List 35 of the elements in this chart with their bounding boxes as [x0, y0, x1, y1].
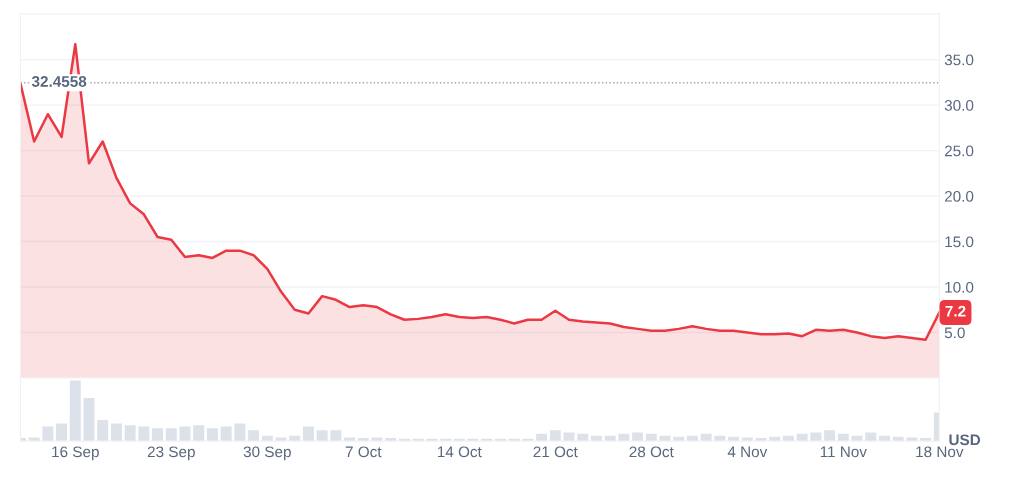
- y-tick-label: 25.0: [944, 145, 974, 157]
- x-tick-label: 7 Oct: [345, 446, 382, 458]
- bar: [330, 430, 342, 442]
- bar: [206, 428, 218, 442]
- x-tick-label: 21 Oct: [533, 446, 578, 458]
- y-tick-label: 15.0: [945, 236, 974, 248]
- x-tick-label: 23 Sep: [147, 446, 195, 461]
- annotation: 7.2: [945, 305, 966, 317]
- bar: [56, 423, 68, 442]
- bar: [124, 425, 136, 442]
- x-tick-label: 4 Nov: [727, 446, 768, 458]
- bar: [152, 428, 164, 442]
- bar: [549, 430, 561, 442]
- text: USD: [949, 434, 981, 446]
- y-tick-label: 10.0: [945, 281, 974, 293]
- x-tick-label: 28 Oct: [629, 446, 674, 458]
- x-tick-label: 14 Oct: [437, 446, 482, 458]
- bar: [97, 419, 109, 442]
- x-tick-label: 16 Sep: [52, 446, 99, 461]
- bar: [193, 425, 205, 442]
- bar: [248, 430, 260, 442]
- x-tick-label: 30 Sep: [243, 446, 291, 461]
- bar: [234, 423, 246, 442]
- bar: [110, 423, 122, 442]
- y-tick-label: 5.0: [944, 327, 965, 339]
- ref-line-label: 32.4558: [31, 76, 87, 87]
- bar: [165, 428, 177, 442]
- bar: [824, 430, 836, 442]
- y-tick-label: 20.0: [944, 190, 974, 202]
- y-tick-label: 35.0: [944, 54, 974, 66]
- bar: [69, 380, 81, 442]
- x-tick-label: 18 Nov: [916, 446, 964, 458]
- bar: [316, 430, 328, 442]
- y-tick-label: 30.0: [944, 99, 974, 111]
- x-tick-label: 11 Nov: [820, 446, 867, 458]
